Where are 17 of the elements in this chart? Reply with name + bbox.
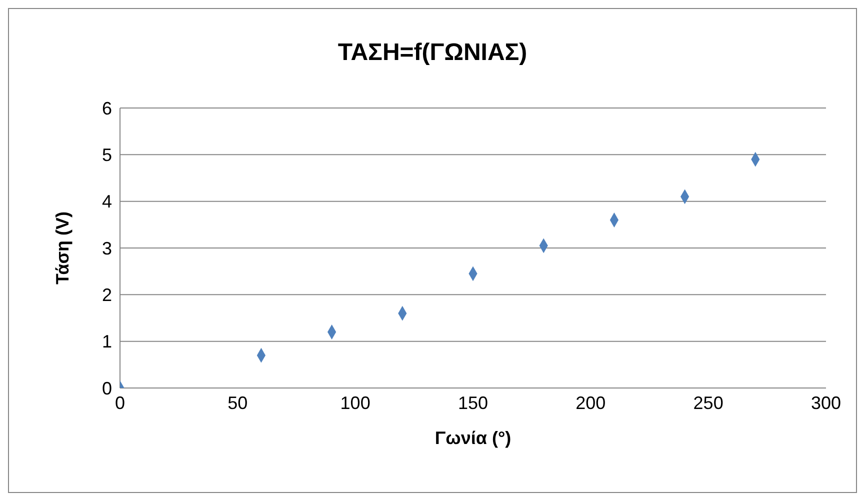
y-tick-label: 1 — [102, 332, 112, 352]
x-tick-label: 300 — [810, 392, 842, 413]
y-tick-label: 6 — [102, 98, 112, 118]
x-tick-label: 150 — [458, 392, 488, 413]
x-tick-label: 250 — [693, 392, 724, 413]
y-tick-label: 3 — [102, 238, 112, 258]
chart-title: ΤΑΣΗ=f(ΓΩΝΙΑΣ) — [336, 39, 528, 67]
y-tick-label: 2 — [102, 285, 112, 306]
x-tick-label: 200 — [576, 392, 606, 413]
x-tick-label: 50 — [228, 392, 248, 413]
y-axis-title: Τάση (V) — [52, 211, 72, 285]
y-tick-label: 5 — [102, 145, 112, 166]
x-tick-label: 0 — [114, 392, 126, 413]
y-tick-label: 0 — [102, 378, 112, 398]
y-tick-label: 4 — [102, 192, 112, 212]
x-axis-title: Γωνία (°) — [434, 428, 512, 448]
x-tick-label: 100 — [340, 392, 370, 413]
